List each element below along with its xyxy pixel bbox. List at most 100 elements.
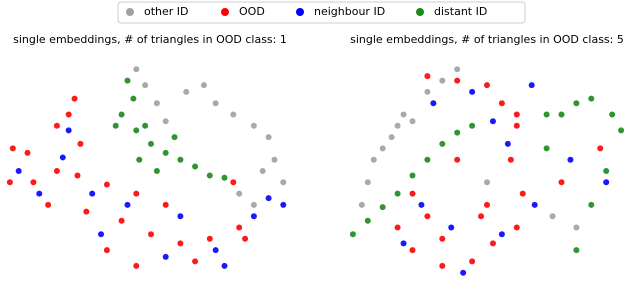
point <box>98 231 105 238</box>
point <box>504 140 511 147</box>
point <box>597 145 604 152</box>
point <box>394 122 401 129</box>
point <box>603 168 610 174</box>
point <box>543 111 550 118</box>
point <box>242 235 249 242</box>
point <box>133 66 140 73</box>
point <box>558 111 565 118</box>
point <box>424 213 431 220</box>
point <box>112 122 119 129</box>
point <box>409 190 416 197</box>
point <box>484 179 490 186</box>
legend-label: distant ID <box>434 5 487 18</box>
point <box>142 82 149 89</box>
point <box>588 95 595 102</box>
legend: other ID OOD neighbour ID distant ID <box>126 5 487 18</box>
point <box>454 77 461 84</box>
legend-label: OOD <box>239 5 265 18</box>
point <box>124 77 131 84</box>
point <box>424 156 431 163</box>
point <box>469 122 476 129</box>
point <box>59 154 66 161</box>
point <box>573 100 580 107</box>
point <box>53 168 60 174</box>
point <box>489 240 496 247</box>
point <box>531 201 538 208</box>
legend-marker <box>416 8 424 16</box>
point <box>136 156 143 163</box>
point <box>192 258 199 265</box>
point <box>513 111 520 118</box>
point <box>89 190 96 197</box>
point <box>250 122 257 129</box>
point <box>250 213 257 220</box>
point <box>65 127 72 134</box>
panel-title: single embeddings, # of triangles in OOD… <box>13 33 287 46</box>
point <box>265 134 272 141</box>
point <box>573 224 580 231</box>
point <box>259 168 266 174</box>
point <box>162 149 169 156</box>
point <box>103 247 110 254</box>
point <box>265 195 272 202</box>
point <box>230 179 237 186</box>
point <box>15 168 22 174</box>
point <box>543 145 550 152</box>
point <box>430 100 437 107</box>
point <box>183 88 190 95</box>
point <box>133 190 140 197</box>
point <box>558 179 565 186</box>
point <box>153 168 160 174</box>
legend-label: other ID <box>144 5 189 18</box>
point <box>177 240 184 247</box>
point <box>45 201 52 208</box>
legend-marker <box>221 8 229 16</box>
point <box>448 224 455 231</box>
point <box>603 179 610 186</box>
point <box>454 66 461 73</box>
point <box>280 201 287 208</box>
point <box>280 179 287 186</box>
point <box>83 208 90 215</box>
point <box>153 100 160 107</box>
point <box>379 145 386 152</box>
legend-label: neighbour ID <box>314 5 385 18</box>
point <box>394 224 401 231</box>
point <box>212 100 219 107</box>
point <box>424 73 431 80</box>
point <box>469 258 476 265</box>
point <box>349 231 356 238</box>
point <box>77 140 84 147</box>
point <box>409 247 416 254</box>
point <box>609 111 616 118</box>
point <box>439 262 446 269</box>
point <box>528 82 535 89</box>
point <box>236 224 243 231</box>
point <box>206 172 213 179</box>
point <box>364 179 371 186</box>
point <box>71 95 78 102</box>
point <box>549 213 556 220</box>
point <box>567 156 574 163</box>
point <box>200 82 207 89</box>
point <box>418 201 425 208</box>
point <box>177 156 184 163</box>
point <box>118 217 125 224</box>
point <box>454 156 461 163</box>
point <box>133 127 140 134</box>
point <box>469 88 476 95</box>
point <box>162 118 169 125</box>
point <box>507 156 514 163</box>
point <box>400 240 407 247</box>
point <box>36 190 43 197</box>
point <box>424 88 431 95</box>
point <box>250 201 257 208</box>
point <box>74 172 81 179</box>
point <box>573 247 580 254</box>
point <box>162 201 169 208</box>
point <box>358 201 365 208</box>
point <box>460 269 467 276</box>
point <box>498 231 505 238</box>
point <box>236 190 243 197</box>
point <box>513 122 520 129</box>
